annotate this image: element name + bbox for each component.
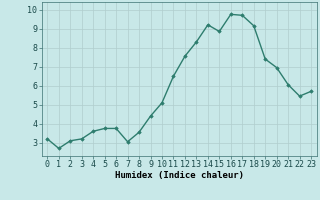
X-axis label: Humidex (Indice chaleur): Humidex (Indice chaleur) [115, 171, 244, 180]
